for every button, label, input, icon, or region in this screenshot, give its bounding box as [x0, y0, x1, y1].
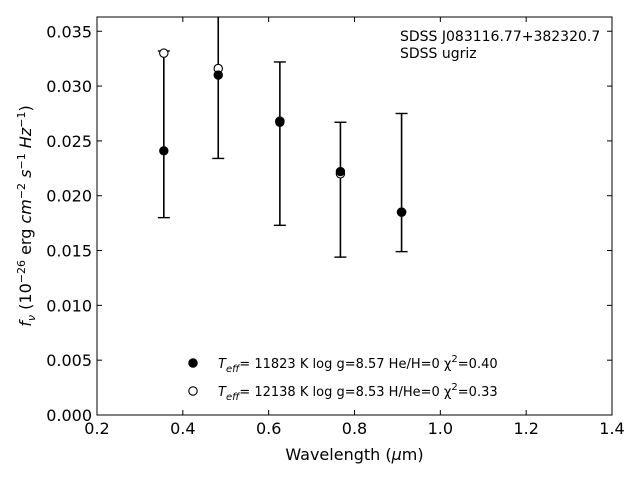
error-bars [157, 17, 408, 258]
y-tick-label: 0.005 [46, 351, 92, 370]
legend-label: Teff= 11823 K log g=8.57 He/H=0 χ2=0.40 [218, 354, 498, 375]
x-tick-label: 1.4 [599, 419, 624, 438]
x-tick-label: 1.0 [428, 419, 453, 438]
model-point-filled [213, 70, 223, 80]
annotation-survey-name: SDSS ugriz [400, 46, 477, 62]
x-tick-label: 0.6 [256, 419, 281, 438]
plot-frame [96, 16, 613, 416]
y-tick-label: 0.000 [46, 406, 92, 425]
x-tick-label: 0.2 [84, 419, 109, 438]
x-tick-label: 1.2 [513, 419, 538, 438]
model-point-filled [275, 117, 285, 127]
legend: Teff= 11823 K log g=8.57 He/H=0 χ2=0.40 T… [188, 354, 498, 403]
y-tick-label: 0.025 [46, 132, 92, 151]
y-tick-label: 0.015 [46, 242, 92, 261]
y-tick-label: 0.035 [46, 22, 92, 41]
y-tick-label: 0.020 [46, 187, 92, 206]
legend-marker-filled [188, 358, 198, 368]
y-tick-label: 0.030 [46, 77, 92, 96]
x-tick-label: 0.8 [342, 419, 367, 438]
annotation-object-name: SDSS J083116.77+382320.7 [400, 29, 600, 45]
legend-marker-open [188, 386, 198, 396]
model-point-filled [396, 207, 407, 217]
model-point-filled [159, 146, 169, 156]
x-tick-label: 0.4 [170, 419, 195, 438]
y-axis-ticks: 0.000 0.005 0.010 0.015 0.020 0.025 0.030 0.035 [46, 22, 612, 425]
y-axis-label: fν (10−26 erg cm−2 s−1 Hz−1) [15, 105, 38, 326]
model-point-open [159, 48, 169, 58]
model-point-filled [335, 166, 346, 177]
y-tick-label: 0.010 [46, 296, 92, 315]
x-axis-ticks: 0.2 0.4 0.6 0.8 1.0 1.2 1.4 [84, 17, 625, 438]
legend-label: Teff= 12138 K log g=8.53 H/He=0 χ2=0.33 [218, 382, 498, 403]
data-markers [159, 48, 407, 217]
x-axis-label: Wavelength (μm) [285, 445, 423, 464]
